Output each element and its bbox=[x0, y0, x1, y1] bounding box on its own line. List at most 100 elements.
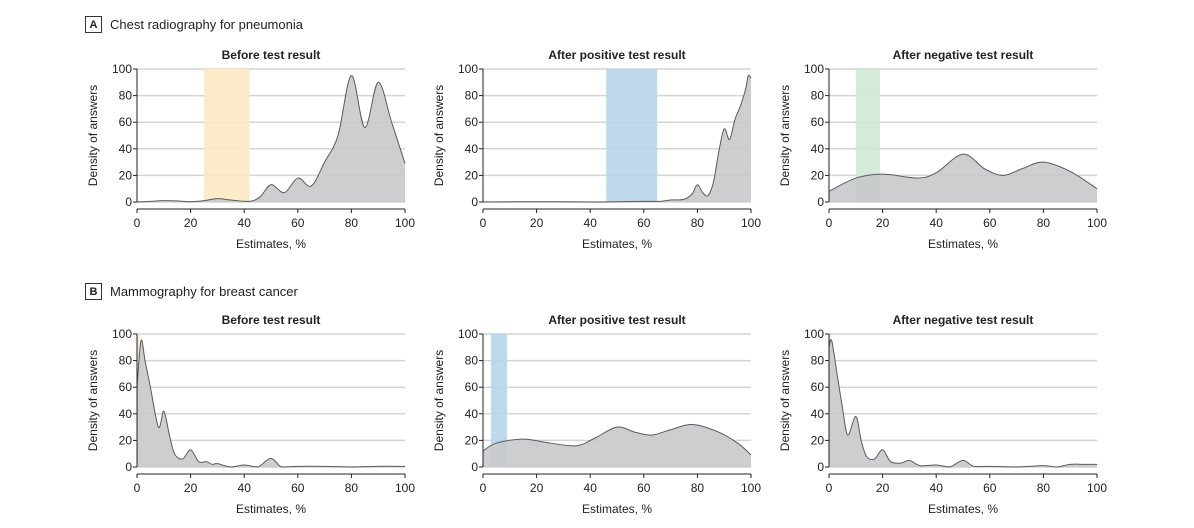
x-tick-label: 0 bbox=[480, 481, 487, 495]
density-panel: After negative test result 0 20 40 60 80 100 0 2… bbox=[778, 48, 1107, 251]
x-tick-label: 20 bbox=[530, 216, 544, 230]
y-tick-label: 0 bbox=[125, 460, 132, 474]
density-area bbox=[483, 75, 751, 202]
x-tick-label: 60 bbox=[637, 216, 651, 230]
section-title: Chest radiography for pneumonia bbox=[110, 17, 303, 32]
x-tick-label: 20 bbox=[184, 481, 198, 495]
panel-title: After positive test result bbox=[548, 48, 685, 62]
y-axis-label: Density of answers bbox=[778, 85, 792, 186]
x-tick-label: 40 bbox=[930, 481, 944, 495]
density-area bbox=[137, 339, 405, 467]
x-tick-label: 80 bbox=[691, 216, 705, 230]
panel-title: After negative test result bbox=[893, 48, 1034, 62]
panel-title: Before test result bbox=[222, 313, 321, 327]
y-tick-label: 20 bbox=[119, 168, 133, 182]
x-tick-label: 60 bbox=[291, 481, 305, 495]
x-axis-label: Estimates, % bbox=[582, 237, 652, 251]
x-tick-label: 100 bbox=[395, 216, 415, 230]
y-tick-label: 0 bbox=[471, 460, 478, 474]
x-tick-label: 0 bbox=[480, 216, 487, 230]
x-tick-label: 100 bbox=[1087, 481, 1107, 495]
y-tick-label: 40 bbox=[119, 407, 133, 421]
y-tick-label: 20 bbox=[811, 168, 825, 182]
x-tick-label: 0 bbox=[134, 216, 141, 230]
x-tick-label: 60 bbox=[983, 481, 997, 495]
x-tick-label: 60 bbox=[983, 216, 997, 230]
x-tick-label: 60 bbox=[291, 216, 305, 230]
y-tick-label: 100 bbox=[458, 327, 478, 341]
range-band bbox=[491, 334, 508, 467]
x-tick-label: 80 bbox=[1037, 216, 1051, 230]
y-tick-label: 80 bbox=[119, 354, 133, 368]
y-tick-label: 60 bbox=[465, 380, 479, 394]
density-line bbox=[136, 339, 406, 468]
range-band bbox=[204, 69, 250, 202]
x-tick-label: 40 bbox=[238, 216, 252, 230]
x-tick-label: 20 bbox=[876, 481, 890, 495]
density-area bbox=[829, 339, 1097, 467]
range-band bbox=[606, 69, 658, 202]
x-axis-label: Estimates, % bbox=[928, 502, 998, 516]
y-tick-label: 20 bbox=[465, 168, 479, 182]
x-tick-label: 80 bbox=[1037, 481, 1051, 495]
x-axis-label: Estimates, % bbox=[928, 237, 998, 251]
x-tick-label: 100 bbox=[741, 481, 761, 495]
density-area bbox=[137, 75, 405, 202]
y-tick-label: 80 bbox=[119, 89, 133, 103]
density-panel: After positive test result 0 20 40 60 80 100 0 2… bbox=[432, 313, 761, 516]
y-tick-label: 0 bbox=[125, 195, 132, 209]
x-tick-label: 100 bbox=[395, 481, 415, 495]
y-tick-label: 40 bbox=[811, 142, 825, 156]
density-line bbox=[136, 75, 406, 203]
section-a-header: A Chest radiography for pneumonia bbox=[85, 16, 303, 33]
x-tick-label: 20 bbox=[876, 216, 890, 230]
y-tick-label: 60 bbox=[119, 380, 133, 394]
x-tick-label: 40 bbox=[584, 481, 598, 495]
y-tick-label: 80 bbox=[465, 89, 479, 103]
y-tick-label: 40 bbox=[465, 142, 479, 156]
section-b-header: B Mammography for breast cancer bbox=[85, 283, 298, 300]
density-panel: After positive test result 0 20 40 60 80 100 0 2… bbox=[432, 48, 761, 251]
y-tick-label: 100 bbox=[804, 62, 824, 76]
y-axis-label: Density of answers bbox=[432, 85, 446, 186]
y-tick-label: 20 bbox=[119, 433, 133, 447]
section-label: B bbox=[85, 283, 102, 300]
density-panel: Before test result 0 20 40 60 80 100 0 20 40 60 80 1… bbox=[86, 313, 415, 516]
panel-title: Before test result bbox=[222, 48, 321, 62]
density-line bbox=[482, 423, 752, 456]
y-tick-label: 100 bbox=[458, 62, 478, 76]
y-tick-label: 60 bbox=[465, 115, 479, 129]
panel-title: After positive test result bbox=[548, 313, 685, 327]
x-tick-label: 100 bbox=[1087, 216, 1107, 230]
x-tick-label: 80 bbox=[691, 481, 705, 495]
panel-title: After negative test result bbox=[893, 313, 1034, 327]
x-tick-label: 20 bbox=[184, 216, 198, 230]
x-axis-label: Estimates, % bbox=[236, 502, 306, 516]
x-tick-label: 0 bbox=[134, 481, 141, 495]
x-axis-label: Estimates, % bbox=[236, 237, 306, 251]
y-tick-label: 40 bbox=[465, 407, 479, 421]
y-tick-label: 80 bbox=[811, 89, 825, 103]
y-tick-label: 0 bbox=[471, 195, 478, 209]
y-tick-label: 40 bbox=[811, 407, 825, 421]
section-title: Mammography for breast cancer bbox=[110, 284, 298, 299]
x-tick-label: 0 bbox=[826, 216, 833, 230]
x-tick-label: 80 bbox=[345, 481, 359, 495]
x-tick-label: 80 bbox=[345, 216, 359, 230]
y-tick-label: 60 bbox=[811, 380, 825, 394]
density-line bbox=[828, 339, 1097, 468]
x-tick-label: 40 bbox=[930, 216, 944, 230]
x-tick-label: 40 bbox=[238, 481, 252, 495]
x-axis-label: Estimates, % bbox=[582, 502, 652, 516]
density-area bbox=[829, 154, 1097, 202]
density-line bbox=[482, 74, 752, 203]
y-tick-label: 40 bbox=[119, 142, 133, 156]
density-line bbox=[828, 153, 1098, 192]
y-tick-label: 20 bbox=[811, 433, 825, 447]
y-tick-label: 100 bbox=[112, 62, 132, 76]
y-tick-label: 80 bbox=[811, 354, 825, 368]
y-tick-label: 0 bbox=[817, 460, 824, 474]
y-tick-label: 100 bbox=[112, 327, 132, 341]
section-label: A bbox=[85, 16, 102, 33]
